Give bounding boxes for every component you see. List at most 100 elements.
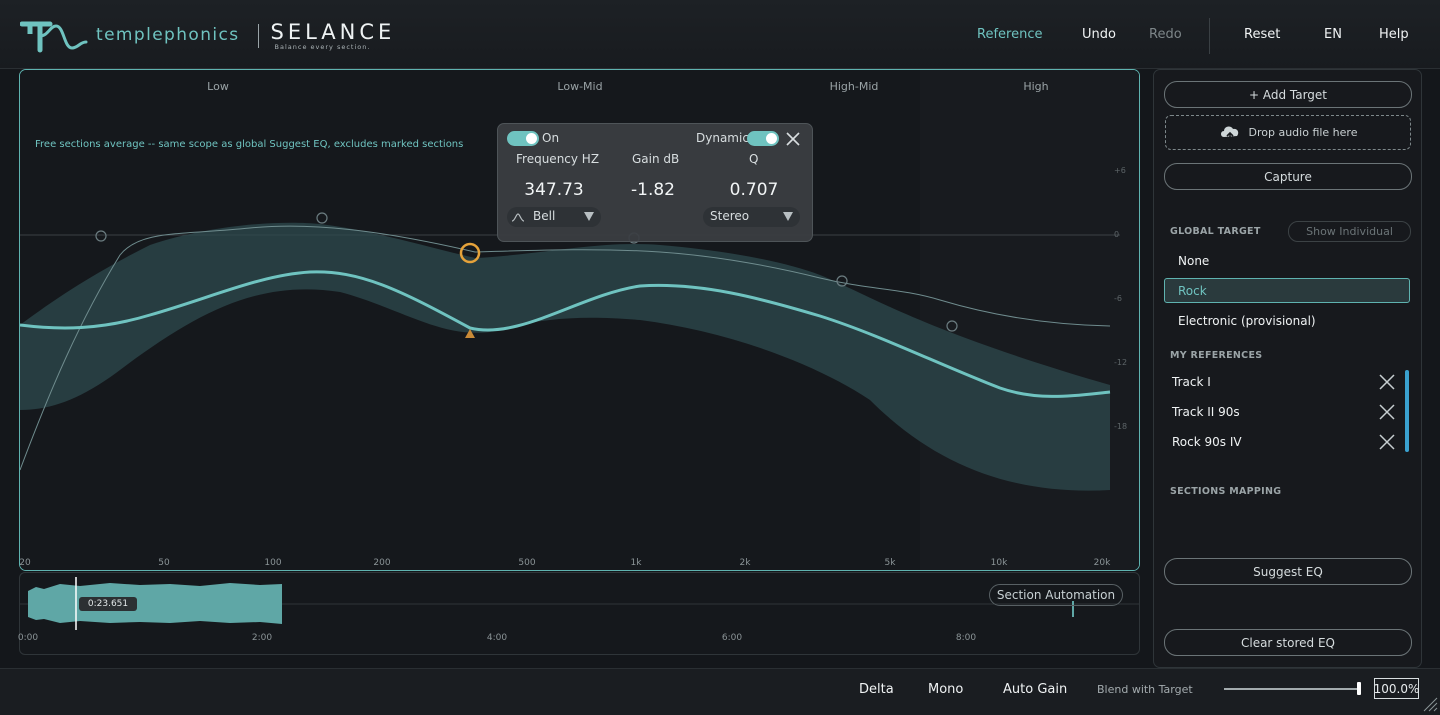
filter-type-select[interactable]: Bell [507, 207, 601, 227]
auto-gain-button[interactable]: Auto Gain [1003, 682, 1068, 697]
gain-header: Gain dB [632, 152, 680, 166]
dynamic-label: Dynamic [696, 131, 749, 145]
band-popup: On Dynamic Frequency HZ Gain dB Q 347.73… [497, 123, 813, 242]
target-option-selected-bg [1164, 278, 1410, 303]
node-gain-marker [465, 329, 475, 338]
eq-node-1[interactable] [95, 230, 107, 242]
info-text: Free sections average -- same scope as g… [35, 139, 464, 150]
remove-reference-icon[interactable] [1378, 433, 1396, 451]
reference-item[interactable]: Rock 90s IV [1172, 435, 1242, 449]
remove-reference-icon[interactable] [1378, 373, 1396, 391]
db-label: -6 [1114, 294, 1122, 303]
blend-label: Blend with Target [1097, 683, 1193, 696]
product-tagline: Balance every section. [274, 43, 371, 51]
references-scrollbar[interactable] [1405, 370, 1409, 452]
top-bar: templephonics SELANCE Balance every sect… [0, 0, 1440, 69]
waveform-track[interactable] [20, 573, 1139, 654]
language-nav: EN [1324, 0, 1342, 68]
section-automation-button[interactable]: Section Automation [989, 584, 1123, 606]
target-option-electronic[interactable]: Electronic (provisional) [1178, 314, 1316, 328]
freq-label: 50 [158, 558, 170, 568]
drop-zone[interactable]: Drop audio file here [1165, 115, 1411, 150]
eq-node-active[interactable] [459, 242, 481, 264]
freq-label: 10k [990, 558, 1008, 568]
show-individual-button[interactable]: Show Individual [1288, 221, 1411, 242]
redo-nav: Redo [1149, 0, 1182, 68]
right-panel: + Add Target Drop audio file here Captur… [1153, 69, 1422, 668]
blend-slider[interactable] [1224, 688, 1360, 690]
time-label: 8:00 [955, 633, 977, 643]
help-button[interactable]: Help [1379, 26, 1409, 42]
eq-curve[interactable] [20, 270, 1111, 398]
target-option-rock[interactable]: Rock [1178, 284, 1207, 298]
delta-button[interactable]: Delta [859, 682, 894, 697]
freq-label: 2k [739, 558, 751, 568]
band-label-high: High [1023, 80, 1049, 93]
reset-button[interactable]: Reset [1244, 26, 1281, 42]
global-target-title: GLOBAL TARGET [1170, 226, 1261, 237]
reference-item[interactable]: Track II 90s [1172, 405, 1240, 419]
reference-button[interactable]: Reference [977, 26, 1043, 42]
freq-label: 200 [373, 558, 391, 568]
filter-type-label: Bell [533, 209, 556, 223]
redo-button[interactable]: Redo [1149, 26, 1182, 42]
channel-label: Stereo [710, 209, 750, 223]
add-target-button[interactable]: + Add Target [1164, 81, 1412, 108]
blend-slider-handle[interactable] [1357, 682, 1361, 695]
freq-label: 20k [1093, 558, 1111, 568]
band-label-low-mid: Low-Mid [557, 80, 603, 93]
eq-node-2[interactable] [316, 212, 328, 224]
q-header: Q [749, 152, 759, 166]
close-icon[interactable] [784, 130, 802, 148]
templephonics-logo-icon [20, 21, 88, 53]
undo-nav: Undo [1082, 0, 1116, 68]
time-label: 4:00 [486, 633, 508, 643]
q-value[interactable]: 0.707 [729, 180, 779, 200]
chevron-down-icon [584, 212, 594, 221]
eq-node-5[interactable] [836, 275, 848, 287]
clear-stored-eq-button[interactable]: Clear stored EQ [1164, 629, 1412, 656]
frequency-value[interactable]: 347.73 [524, 180, 584, 200]
freq-label: 20 [19, 558, 31, 568]
channel-select[interactable]: Stereo [703, 207, 800, 227]
chevron-down-icon [783, 212, 793, 221]
nav-divider [1209, 18, 1210, 54]
brand: templephonics SELANCE Balance every sect… [20, 16, 395, 56]
brand-name: templephonics [96, 25, 240, 45]
suggest-eq-button[interactable]: Suggest EQ [1164, 558, 1412, 585]
db-label: -18 [1114, 422, 1128, 431]
freq-label: 500 [518, 558, 536, 568]
brand-divider [257, 24, 259, 48]
gain-value[interactable]: -1.82 [631, 180, 675, 200]
mono-button[interactable]: Mono [928, 682, 964, 697]
on-label: On [542, 131, 560, 145]
blend-value-field[interactable]: 100.0% [1374, 678, 1419, 699]
reference-item[interactable]: Track I [1172, 375, 1211, 389]
cloud-upload-icon [1220, 126, 1238, 141]
time-label: 0:00 [17, 633, 39, 643]
resize-grip-icon[interactable] [1420, 694, 1438, 712]
remove-reference-icon[interactable] [1378, 403, 1396, 421]
time-label: 2:00 [251, 633, 273, 643]
waveform [28, 583, 282, 624]
time-label: 6:00 [721, 633, 743, 643]
band-label-low: Low [207, 80, 229, 93]
freq-label: 1k [630, 558, 642, 568]
freq-label: 100 [264, 558, 282, 568]
top-nav: Reference [977, 0, 1042, 68]
on-toggle[interactable] [507, 131, 539, 146]
undo-button[interactable]: Undo [1082, 26, 1116, 42]
capture-button[interactable]: Capture [1164, 163, 1412, 190]
timeline[interactable]: 0:23.651 Section Automation 0:00 2:00 4:… [17, 572, 1140, 655]
band-label-high-mid: High-Mid [829, 80, 879, 93]
db-label: 0 [1114, 230, 1120, 239]
target-option-none[interactable]: None [1178, 254, 1210, 268]
eq-node-6[interactable] [946, 320, 958, 332]
sections-mapping-title: SECTIONS MAPPING [1170, 486, 1282, 497]
language-button[interactable]: EN [1324, 26, 1342, 42]
dynamic-toggle[interactable] [747, 131, 779, 146]
product-name: SELANCE [270, 20, 396, 44]
help-nav: Help [1379, 0, 1409, 68]
my-references-title: MY REFERENCES [1170, 350, 1263, 361]
freq-label: 5k [884, 558, 896, 568]
